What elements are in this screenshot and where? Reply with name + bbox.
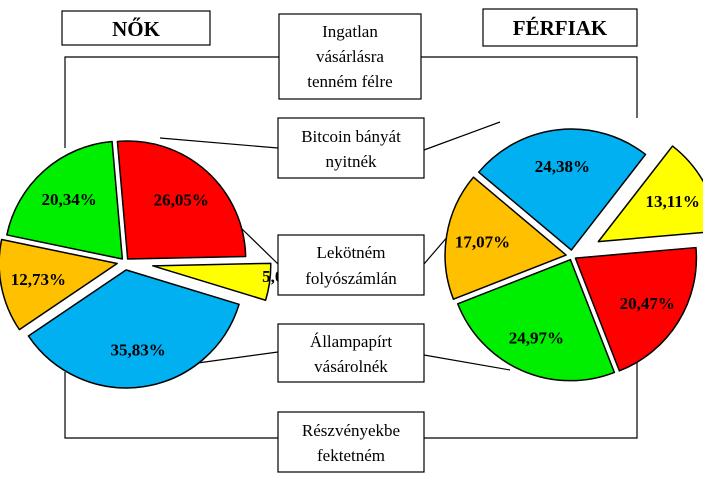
title-ferfiak-box: FÉRFIAK <box>482 8 638 47</box>
pie-noK: 26,05%5,05%35,83%12,73%20,34% <box>0 140 309 389</box>
legend-ingatlan-line1: Ingatlan <box>322 22 378 41</box>
pie-1-slice-0 <box>574 246 698 372</box>
pie-1-slice-3 <box>477 128 647 251</box>
legend-ingatlan: Ingatlan vásárlásra tenném félre <box>278 13 422 100</box>
pie-0-label-0: 26,05% <box>154 190 209 209</box>
pie-0-slice-0 <box>116 140 247 260</box>
connector-lekotnem-left <box>240 227 279 265</box>
pie-0-label-2: 35,83% <box>110 340 165 359</box>
legend-bitcoin: Bitcoin bányát nyitnék <box>277 117 425 179</box>
legend-lekotnem-line1: Lekötném <box>317 243 386 262</box>
pie-1-label-0: 20,47% <box>620 294 675 313</box>
pie-0-label-4: 20,34% <box>41 190 96 209</box>
pie-0-slice-3 <box>0 238 118 331</box>
pie-0-slice-4 <box>6 140 124 260</box>
legend-bitcoin-line2: nyitnék <box>326 152 377 171</box>
pie-0-slice-1 <box>151 262 272 301</box>
legend-reszveny-line1: Részvényekbe <box>302 421 400 440</box>
legend-ingatlan-line2: vásárlásra <box>316 47 384 66</box>
legend-ingatlan-line3: tenném félre <box>307 72 392 91</box>
pie-1-label-3: 24,38% <box>535 157 590 176</box>
legend-reszveny-line2: fektetném <box>317 446 385 465</box>
pie-1-slice-1 <box>457 258 616 382</box>
legend-allampapir-line2: vásárolnék <box>314 357 388 376</box>
legend-allampapir-line1: Állampapírt <box>310 332 392 351</box>
legend-allampapir: Állampapírt vásárolnék <box>277 323 425 383</box>
title-noK: NŐK <box>112 17 161 41</box>
pie-0-label-3: 12,73% <box>11 270 66 289</box>
pie-1-label-2: 17,07% <box>455 232 510 251</box>
connector-allampapir-right <box>423 354 511 371</box>
connector-bitcoin-left <box>159 137 279 149</box>
title-ferfiak: FÉRFIAK <box>513 16 608 40</box>
legend-lekotnem-line2: folyószámlán <box>305 269 397 288</box>
pie-1-label-1: 24,97% <box>509 328 564 347</box>
pie-1-label-4: 13,11% <box>646 192 700 211</box>
pie-1-slice-2 <box>444 176 567 300</box>
pie-0-slice-2 <box>27 269 240 389</box>
title-noK-box: NŐK <box>61 10 211 46</box>
pie-1-slice-4 <box>597 145 703 243</box>
legend-bitcoin-line1: Bitcoin bányát <box>301 127 401 146</box>
legend-reszveny: Részvényekbe fektetném <box>277 411 425 473</box>
pie-ferfiak: 20,47% 24,97% 17,07% 24,38% 13,11% <box>444 128 703 382</box>
legend-lekotnem: Lekötném folyószámlán <box>277 234 425 296</box>
connector-bitcoin-right <box>423 121 501 151</box>
